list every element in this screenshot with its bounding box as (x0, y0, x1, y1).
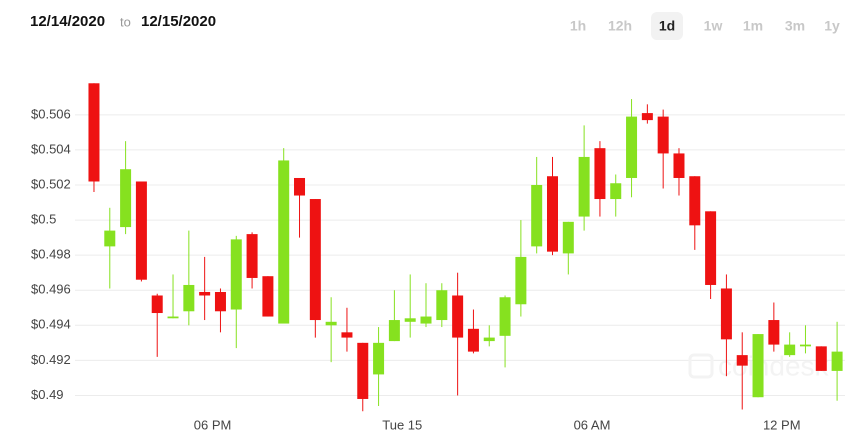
candle-body (720, 288, 732, 340)
y-tick-label: $0.504 (31, 141, 71, 156)
candle-body (104, 230, 116, 247)
candle-body (167, 316, 179, 319)
candle-body (815, 346, 827, 371)
range-button[interactable]: 1h (570, 18, 586, 34)
y-tick-label: $0.502 (31, 176, 71, 191)
candle-body (214, 291, 226, 312)
range-button[interactable]: 12h (608, 18, 632, 34)
range-button[interactable]: 3m (785, 18, 805, 34)
candle-body (341, 332, 353, 338)
candle-body (436, 290, 448, 321)
candle-body (831, 351, 843, 371)
candle-body (388, 320, 400, 342)
range-button[interactable]: 1y (824, 18, 840, 34)
x-tick-label: 06 PM (194, 417, 232, 432)
candle-body (799, 344, 811, 347)
y-tick-label: $0.5 (31, 212, 56, 227)
candle-body (626, 116, 638, 178)
candle-body (689, 176, 701, 226)
candle-body (183, 284, 195, 312)
range-button[interactable]: 1d (659, 18, 675, 34)
candle-body (278, 160, 290, 324)
watermark-logo (688, 353, 714, 379)
y-tick-label: $0.506 (31, 106, 71, 121)
y-tick-label: $0.496 (31, 282, 71, 297)
candle-body (483, 337, 495, 342)
candle-body (294, 177, 306, 196)
candle-body (546, 176, 558, 252)
date-from: 12/14/2020 (30, 13, 105, 30)
candle-body (752, 334, 764, 398)
candle-body (610, 183, 622, 200)
candle-body (578, 156, 590, 217)
candle-body (768, 320, 780, 345)
watermark-group: coindesk (688, 350, 830, 381)
range-button[interactable]: 1m (743, 18, 763, 34)
range-separator: to (120, 14, 131, 29)
candle-body (420, 316, 432, 324)
x-tick-label: 12 PM (763, 417, 801, 432)
range-selected-bg (651, 12, 683, 40)
candle-body (562, 221, 574, 254)
candle-body (230, 239, 242, 310)
range-button[interactable]: 1w (704, 18, 723, 34)
candle-body (246, 234, 258, 278)
y-tick-label: $0.492 (31, 352, 71, 367)
candle-body (357, 342, 369, 399)
candle-body (309, 199, 321, 321)
candle-body (467, 328, 479, 352)
candle-body (135, 181, 147, 280)
y-tick-label: $0.498 (31, 247, 71, 262)
date-to: 12/15/2020 (141, 13, 216, 30)
candle-body (88, 83, 100, 182)
candle-body (499, 297, 511, 336)
candle-body (641, 113, 653, 121)
candle-body (151, 295, 163, 314)
candle-body (784, 344, 796, 356)
candle-body (515, 256, 527, 305)
candle-body (325, 321, 337, 326)
y-tick-label: $0.494 (31, 317, 71, 332)
candle-body (594, 148, 606, 200)
candle-body (673, 153, 685, 178)
candle-body (452, 295, 464, 338)
candle-body (736, 355, 748, 366)
candle-body (120, 169, 132, 228)
x-tick-label: 06 AM (574, 417, 611, 432)
candle-body (404, 318, 416, 322)
candle-body (705, 211, 717, 285)
x-tick-label: Tue 15 (382, 417, 422, 432)
candle-body (199, 291, 211, 296)
watermark: coindesk (718, 350, 830, 381)
candle-body (531, 185, 543, 247)
candle-body (657, 116, 669, 154)
y-tick-label: $0.49 (31, 387, 64, 402)
candle-body (262, 276, 274, 317)
candle-body (373, 342, 385, 375)
